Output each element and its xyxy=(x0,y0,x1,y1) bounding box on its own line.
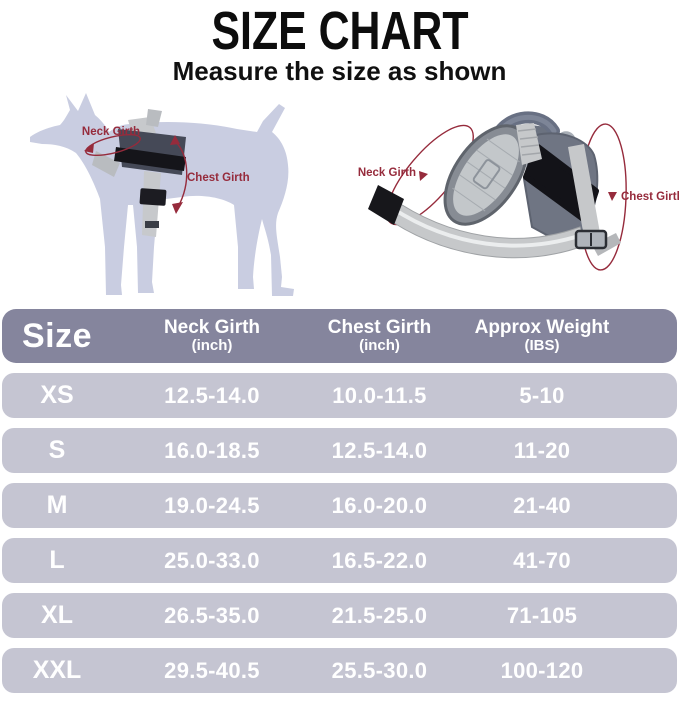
cell-chest: 12.5-14.0 xyxy=(331,437,428,463)
header-chest-girth: Chest Girth (inch) xyxy=(327,316,432,355)
harness-chest-pad xyxy=(443,124,529,226)
cell-size: L xyxy=(49,546,65,575)
cell-size: M xyxy=(46,491,68,520)
dog-annotations xyxy=(85,134,188,208)
cell-chest: 21.5-25.0 xyxy=(331,602,428,628)
header-neck-girth: Neck Girth (inch) xyxy=(163,316,261,355)
cell-weight: 71-105 xyxy=(506,602,578,628)
measure-arrow-icon xyxy=(608,192,617,202)
cell-size: XS xyxy=(40,381,74,410)
measure-arrow-icon xyxy=(419,171,428,182)
header-size: Size xyxy=(21,316,93,355)
harness-product-illustration: Neck Girth Chest Girth xyxy=(358,111,679,271)
table-header-row: Size Neck Girth (inch) Chest Girth (inch… xyxy=(2,309,677,364)
measure-arrow-icon xyxy=(170,135,180,146)
cell-weight: 100-120 xyxy=(500,657,584,683)
cell-weight: 21-40 xyxy=(513,492,571,518)
dog-neck-girth-ellipse xyxy=(85,134,141,157)
table-row: XL 26.5-35.0 21.5-25.0 71-105 xyxy=(2,593,677,639)
cell-neck: 12.5-14.0 xyxy=(164,382,260,408)
dog-chest-girth-label: Chest Girth xyxy=(187,172,250,184)
dog-chest-girth-arc xyxy=(174,140,188,208)
heading: SIZE CHART Measure the size as shown xyxy=(0,0,679,85)
cell-weight: 41-70 xyxy=(513,547,571,573)
dog-neck-girth-label: Neck Girth xyxy=(82,126,140,138)
cell-chest: 16.5-22.0 xyxy=(331,547,428,573)
cell-size: S xyxy=(48,436,66,465)
cell-neck: 29.5-40.5 xyxy=(164,657,260,683)
cell-size: XXL xyxy=(32,656,82,685)
harness-body xyxy=(368,111,621,259)
cell-neck: 16.0-18.5 xyxy=(164,437,260,463)
measure-arrow-icon xyxy=(84,143,94,154)
cell-neck: 25.0-33.0 xyxy=(164,547,260,573)
cell-weight: 5-10 xyxy=(519,382,565,408)
cell-chest: 25.5-30.0 xyxy=(331,657,428,683)
cell-chest: 10.0-11.5 xyxy=(332,382,427,408)
page-subtitle: Measure the size as shown xyxy=(172,56,507,86)
size-table: Size Neck Girth (inch) Chest Girth (inch… xyxy=(0,309,679,694)
table-row: S 16.0-18.5 12.5-14.0 11-20 xyxy=(2,428,677,474)
harness-annotation-arrows xyxy=(419,171,617,202)
cell-neck: 19.0-24.5 xyxy=(164,492,260,518)
harness-neck-girth-label: Neck Girth xyxy=(358,167,416,179)
dog-harness xyxy=(92,109,186,238)
harness-chest-girth-label: Chest Girth xyxy=(621,191,679,203)
cell-chest: 16.0-20.0 xyxy=(331,492,428,518)
cell-weight: 11-20 xyxy=(513,437,571,463)
table-row: L 25.0-33.0 16.5-22.0 41-70 xyxy=(2,538,677,584)
dog-annotation-arrows xyxy=(84,135,183,215)
table-row: M 19.0-24.5 16.0-20.0 21-40 xyxy=(2,483,677,529)
measurement-figures: Neck Girth Chest Girth xyxy=(0,87,679,305)
page-title: SIZE CHART xyxy=(210,0,469,61)
table-row: XXL 29.5-40.5 25.5-30.0 100-120 xyxy=(2,648,677,694)
cell-size: XL xyxy=(41,601,73,630)
dog-measurement-illustration: Neck Girth Chest Girth xyxy=(30,93,294,297)
cell-neck: 26.5-35.0 xyxy=(164,602,260,628)
table-row: XS 12.5-14.0 10.0-11.5 5-10 xyxy=(2,373,677,419)
measure-arrow-icon xyxy=(172,202,183,215)
header-approx-weight: Approx Weight (IBS) xyxy=(474,316,610,355)
